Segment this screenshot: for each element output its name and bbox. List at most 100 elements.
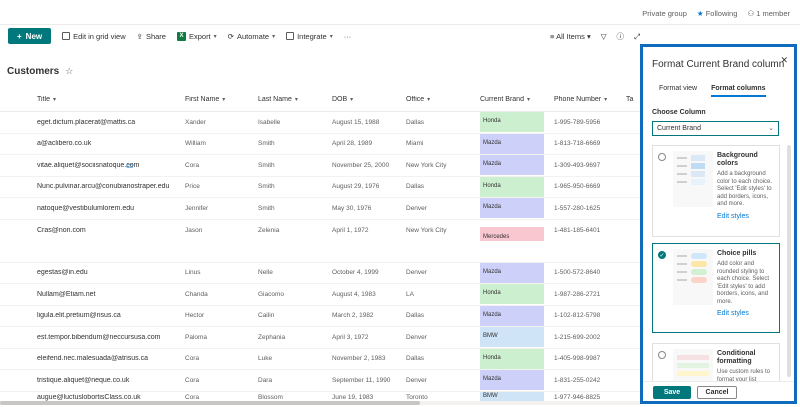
col-header-office[interactable]: Office ▾: [406, 96, 480, 103]
scrollbar-thumb[interactable]: [0, 401, 420, 405]
save-button[interactable]: Save: [653, 386, 691, 399]
edit-grid-button[interactable]: Edit in grid view: [62, 32, 126, 41]
integrate-button[interactable]: Integrate ▾: [286, 32, 333, 41]
table-row[interactable]: natoque@vestibulumlorem.edu Jennifer Smi…: [0, 198, 640, 220]
cell-dob: November 2, 1983: [332, 355, 386, 363]
cell-phone: 1-481-185-6401: [554, 226, 601, 234]
cell-phone: 1-813-718-6669: [554, 140, 601, 148]
table-row[interactable]: eleifend.nec.malesuada@atrisus.ca Cora L…: [0, 348, 640, 370]
cell-dob: March 2, 1982: [332, 312, 374, 320]
cell-current-brand: Mazda: [480, 155, 544, 176]
expand-icon[interactable]: ⤢: [634, 31, 640, 41]
option-description: Use custom rules to format your list: [717, 369, 771, 383]
integrate-label: Integrate: [297, 31, 327, 41]
table-row[interactable]: est.tempor.bibendum@neccursusa.com Palom…: [0, 327, 640, 349]
share-icon: ⇪: [136, 31, 143, 41]
filter-icon[interactable]: ▽: [600, 32, 607, 41]
table-row[interactable]: vitae.aliquet@sociisnatoque.com ▭ Cora Sm…: [0, 155, 640, 177]
cell-title[interactable]: tristique.aliquet@neque.co.uk: [37, 376, 130, 384]
cell-title[interactable]: natoque@vestibulumlorem.edu: [37, 204, 134, 212]
cell-title[interactable]: augue@luctuslobortisClass.co.uk: [37, 393, 141, 401]
edit-styles-link[interactable]: Edit styles: [717, 310, 749, 317]
tab-format-view[interactable]: Format view: [659, 85, 698, 92]
info-icon[interactable]: ⓘ: [616, 32, 625, 41]
table-row[interactable]: a@aclibero.co.uk William Smith April 28,…: [0, 133, 640, 155]
option-conditional-formatting[interactable]: Conditional formatting Use custom rules …: [652, 343, 780, 383]
cell-dob: October 4, 1999: [332, 269, 379, 277]
choice-pills-preview-icon: [673, 249, 713, 305]
radio-choice-pills[interactable]: ✓: [658, 251, 666, 259]
cell-title[interactable]: egestas@in.edu: [37, 269, 88, 277]
table-row[interactable]: Cras@non.com Jason Zelenia April 1, 1972…: [0, 220, 640, 263]
automate-button[interactable]: ⟳ Automate ▾: [228, 32, 275, 41]
cell-title[interactable]: vitae.aliquet@sociisnatoque.com ▭: [0, 162, 185, 169]
cell-title[interactable]: Nullam@Etiam.net: [37, 290, 96, 298]
cell-first-name: Cora: [185, 376, 200, 384]
more-button[interactable]: ···: [343, 31, 352, 41]
table-row[interactable]: tristique.aliquet@neque.co.uk Cora Dara …: [0, 370, 640, 392]
top-bar: Private group ★ Following ⚇ 1 member: [0, 0, 800, 25]
cell-title[interactable]: a@aclibero.co.uk: [37, 140, 92, 148]
panel-scrollbar[interactable]: [787, 145, 791, 377]
follow-button[interactable]: ★ Following: [697, 9, 738, 18]
cell-first-name: Price: [185, 183, 200, 191]
chevron-down-icon: ▾: [427, 97, 431, 103]
chevron-down-icon: ▾: [350, 97, 354, 103]
radio-background-colors[interactable]: [658, 153, 666, 161]
cell-title[interactable]: eget.dictum.placerat@mattis.ca: [37, 118, 136, 126]
new-button[interactable]: + New: [8, 28, 52, 44]
cell-dob: August 4, 1983: [332, 290, 376, 298]
col-header-current-brand[interactable]: Current Brand ▾: [480, 96, 554, 103]
horizontal-scrollbar[interactable]: [0, 401, 640, 405]
table-row[interactable]: ligula.elit.pretium@risus.ca Hector Cail…: [0, 305, 640, 327]
col-header-last-name[interactable]: Last Name ▾: [258, 96, 332, 103]
cell-title[interactable]: eleifend.nec.malesuada@atrisus.ca: [37, 355, 149, 363]
col-header-phone[interactable]: Phone Number ▾: [554, 96, 626, 103]
col-header-first-name[interactable]: First Name ▾: [185, 96, 258, 103]
table-row[interactable]: eget.dictum.placerat@mattis.ca Xander Is…: [0, 112, 640, 134]
cell-title[interactable]: ligula.elit.pretium@risus.ca: [37, 312, 121, 320]
option-choice-pills[interactable]: ✓ Choice pills Add color and rounded sty…: [652, 243, 780, 333]
table-row[interactable]: egestas@in.edu Linus Nelle October 4, 19…: [0, 262, 640, 284]
view-selector[interactable]: ≡ All Items ▾: [550, 32, 591, 41]
cell-phone: 1-557-280-1625: [554, 204, 601, 212]
radio-conditional-formatting[interactable]: [658, 351, 666, 359]
table-row[interactable]: Nullam@Etiam.net Chanda Giacomo August 4…: [0, 284, 640, 306]
cell-dob: November 25, 2000: [332, 161, 390, 169]
edit-grid-label: Edit in grid view: [73, 31, 126, 41]
col-header-title[interactable]: Title ▾: [0, 96, 185, 103]
cell-current-brand: Honda: [480, 112, 544, 133]
cell-title[interactable]: Nunc.pulvinar.arcu@conubianostraper.edu: [37, 183, 170, 191]
choose-column-select[interactable]: Current Brand ⌄: [652, 121, 779, 136]
share-button[interactable]: ⇪ Share: [137, 32, 166, 41]
cell-first-name: Linus: [185, 269, 201, 277]
col-office-label: Office: [406, 96, 425, 103]
cell-first-name: Jason: [185, 226, 203, 234]
col-header-ta[interactable]: Ta: [626, 96, 634, 103]
cell-current-brand: Mazda: [480, 305, 544, 326]
cell-last-name: Zelenia: [258, 226, 280, 234]
chevron-down-icon: ▾: [272, 33, 276, 40]
cell-last-name: Isabelle: [258, 118, 281, 126]
cancel-button[interactable]: Cancel: [697, 386, 737, 399]
cell-title[interactable]: est.tempor.bibendum@neccursusa.com: [37, 333, 161, 341]
cell-current-brand: Mazda: [480, 262, 544, 283]
close-icon[interactable]: ✕: [780, 55, 788, 65]
edit-styles-link[interactable]: Edit styles: [717, 212, 749, 220]
members-button[interactable]: ⚇ 1 member: [747, 9, 790, 18]
export-button[interactable]: X Export ▾: [176, 31, 217, 41]
cell-phone: 1-500-572-8640: [554, 269, 601, 277]
favorite-star-icon[interactable]: ☆: [65, 66, 74, 76]
option-background-colors[interactable]: Background colors Add a background color…: [652, 145, 780, 237]
col-header-dob[interactable]: DOB ▾: [332, 96, 406, 103]
cell-dob: August 15, 1988: [332, 118, 380, 126]
comment-icon[interactable]: ▭: [126, 161, 134, 169]
cell-title[interactable]: Cras@non.com: [37, 226, 86, 234]
cell-current-brand: Mazda: [480, 133, 544, 154]
tab-format-columns[interactable]: Format columns: [711, 85, 766, 97]
table-row[interactable]: Nunc.pulvinar.arcu@conubianostraper.edu …: [0, 176, 640, 198]
chevron-down-icon: ▾: [213, 33, 217, 40]
cell-dob: September 11, 1990: [332, 376, 391, 384]
cell-dob: April 1, 1972: [332, 226, 369, 234]
choose-column-value: Current Brand: [657, 125, 701, 132]
